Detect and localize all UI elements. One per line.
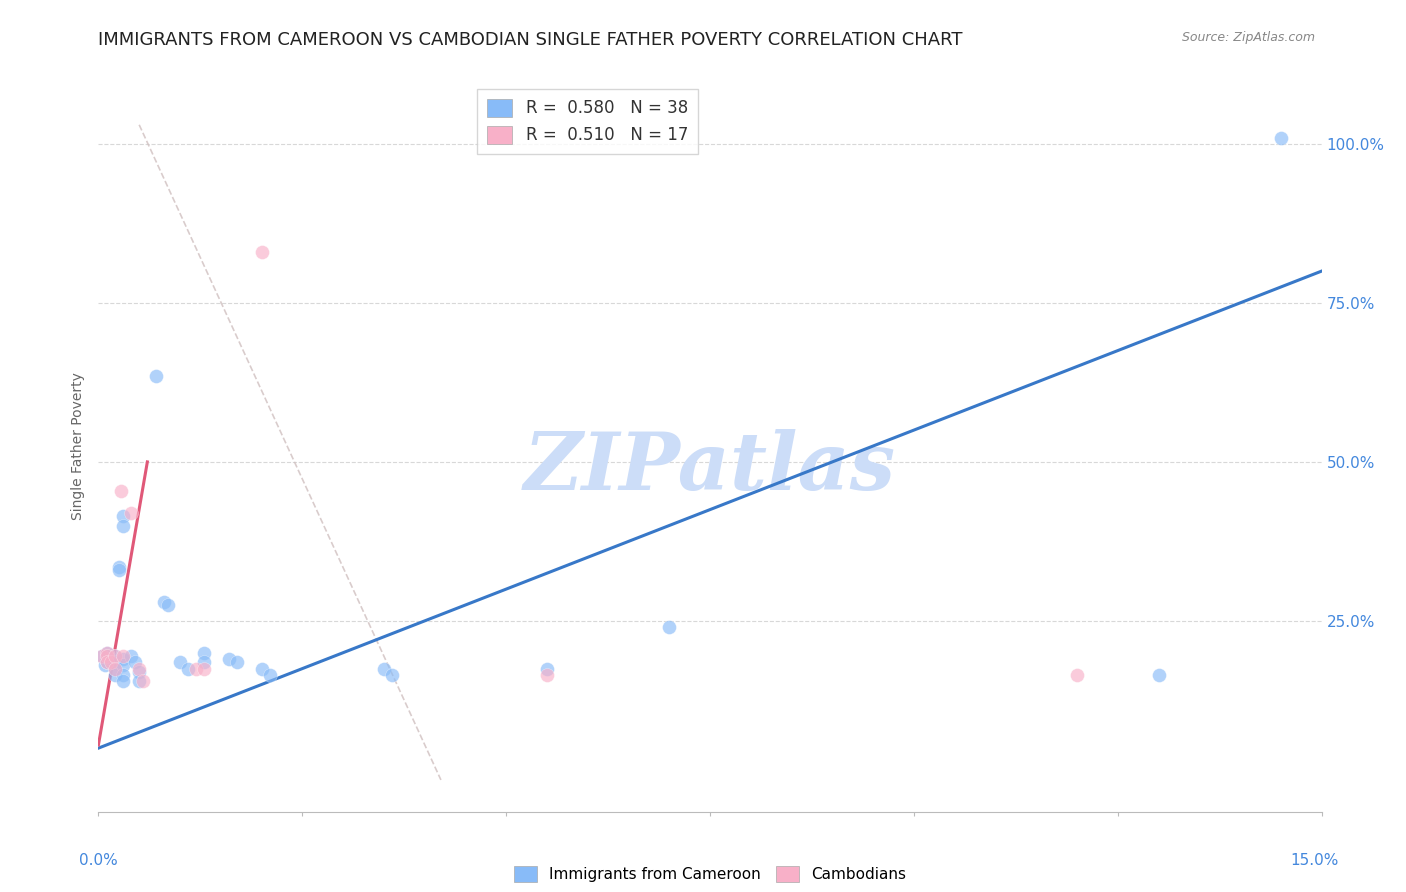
Point bbox=[259, 668, 281, 682]
Point bbox=[96, 648, 118, 663]
Point bbox=[124, 655, 146, 669]
Point bbox=[104, 655, 127, 669]
Legend: Immigrants from Cameroon, Cambodians: Immigrants from Cameroon, Cambodians bbox=[508, 860, 912, 888]
Point bbox=[96, 655, 118, 669]
Point bbox=[111, 648, 134, 663]
Text: 0.0%: 0.0% bbox=[79, 854, 118, 868]
Text: Source: ZipAtlas.com: Source: ZipAtlas.com bbox=[1181, 31, 1315, 45]
Point bbox=[94, 658, 117, 673]
Point bbox=[104, 648, 127, 663]
Text: IMMIGRANTS FROM CAMEROON VS CAMBODIAN SINGLE FATHER POVERTY CORRELATION CHART: IMMIGRANTS FROM CAMEROON VS CAMBODIAN SI… bbox=[98, 31, 963, 49]
Point bbox=[111, 508, 134, 523]
Text: 15.0%: 15.0% bbox=[1291, 854, 1339, 868]
Point bbox=[108, 563, 131, 577]
Point bbox=[111, 668, 134, 682]
Point bbox=[536, 662, 558, 676]
Point bbox=[104, 648, 127, 663]
Point bbox=[128, 662, 150, 676]
Point bbox=[100, 655, 122, 669]
Point bbox=[1270, 130, 1292, 145]
Y-axis label: Single Father Poverty: Single Father Poverty bbox=[72, 372, 86, 520]
Point bbox=[100, 652, 122, 666]
Point bbox=[218, 652, 240, 666]
Point bbox=[132, 674, 155, 689]
Point bbox=[128, 674, 150, 689]
Point bbox=[658, 620, 681, 634]
Point bbox=[250, 662, 273, 676]
Point bbox=[152, 595, 174, 609]
Point bbox=[156, 598, 179, 612]
Point bbox=[120, 648, 142, 663]
Point bbox=[104, 662, 127, 676]
Point bbox=[111, 674, 134, 689]
Point bbox=[193, 646, 215, 660]
Point bbox=[111, 652, 134, 666]
Point bbox=[96, 646, 118, 660]
Point bbox=[96, 648, 118, 663]
Point bbox=[120, 506, 142, 520]
Point bbox=[1066, 668, 1088, 682]
Point bbox=[111, 518, 134, 533]
Point bbox=[226, 655, 249, 669]
Point bbox=[381, 668, 404, 682]
Point bbox=[536, 668, 558, 682]
Text: ZIPatlas: ZIPatlas bbox=[524, 429, 896, 507]
Point bbox=[193, 662, 215, 676]
Point bbox=[250, 245, 273, 260]
Point bbox=[110, 483, 132, 498]
Point bbox=[145, 369, 167, 384]
Point bbox=[91, 648, 114, 663]
Point bbox=[186, 662, 208, 676]
Point bbox=[177, 662, 200, 676]
Point bbox=[111, 658, 134, 673]
Point bbox=[108, 559, 131, 574]
Point bbox=[373, 662, 395, 676]
Point bbox=[104, 662, 127, 676]
Point bbox=[91, 648, 114, 663]
Point bbox=[96, 646, 118, 660]
Point bbox=[169, 655, 191, 669]
Point bbox=[96, 655, 118, 669]
Point bbox=[128, 665, 150, 679]
Point bbox=[1147, 668, 1170, 682]
Point bbox=[104, 668, 127, 682]
Point bbox=[193, 655, 215, 669]
